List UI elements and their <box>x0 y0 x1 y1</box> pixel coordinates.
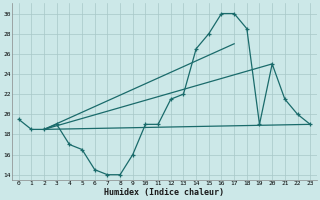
X-axis label: Humidex (Indice chaleur): Humidex (Indice chaleur) <box>104 188 224 197</box>
